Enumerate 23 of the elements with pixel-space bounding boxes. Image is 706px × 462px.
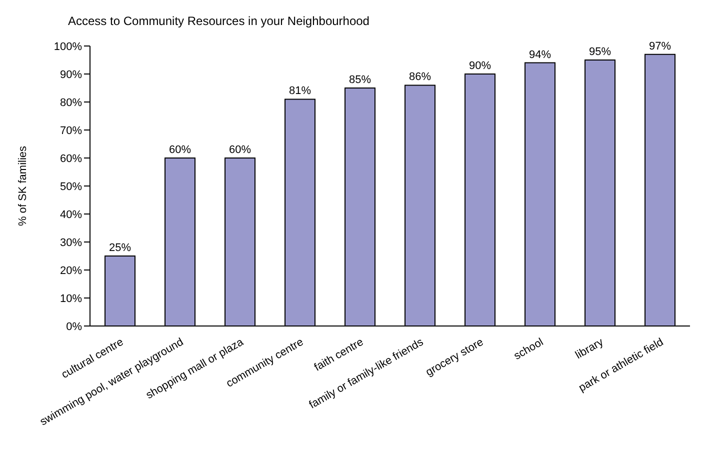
- y-tick-label: 10%: [60, 292, 82, 305]
- data-label: 90%: [468, 60, 492, 72]
- y-tick-label: 50%: [60, 180, 82, 193]
- y-tick-label: 60%: [60, 152, 82, 165]
- data-label: 60%: [228, 144, 252, 156]
- chart-title: Access to Community Resources in your Neighbourhood: [68, 14, 370, 28]
- y-tick-label: 70%: [60, 124, 82, 137]
- data-label: 81%: [288, 85, 312, 98]
- data-label: 85%: [348, 74, 372, 86]
- data-label: 60%: [168, 144, 192, 156]
- y-tick-label: 100%: [54, 40, 82, 53]
- y-tick-label: 0%: [66, 320, 82, 333]
- y-tick-label: 30%: [60, 236, 82, 249]
- y-tick-label: 20%: [60, 264, 82, 277]
- data-label: 97%: [648, 40, 672, 52]
- data-label: 86%: [408, 71, 432, 84]
- y-tick-label: 80%: [60, 96, 82, 109]
- y-axis-title: % of SK families: [16, 145, 29, 226]
- data-label: 95%: [588, 46, 612, 58]
- data-label: 25%: [108, 242, 132, 254]
- data-label: 94%: [528, 48, 552, 61]
- y-tick-label: 40%: [60, 208, 82, 221]
- y-tick-label: 90%: [60, 68, 82, 81]
